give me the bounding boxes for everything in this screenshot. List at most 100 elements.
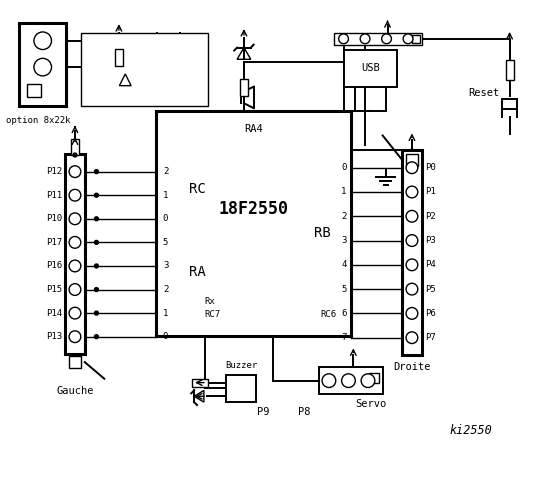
Text: P8: P8: [298, 407, 311, 417]
Circle shape: [95, 264, 98, 268]
Text: P9: P9: [257, 407, 270, 417]
Text: 7: 7: [341, 333, 347, 342]
Text: P10: P10: [46, 214, 62, 223]
Circle shape: [69, 331, 81, 343]
Circle shape: [338, 34, 348, 44]
Text: 4: 4: [341, 260, 347, 269]
Text: P17: P17: [46, 238, 62, 247]
Text: 0: 0: [163, 332, 168, 341]
Circle shape: [69, 213, 81, 225]
Text: P4: P4: [426, 260, 436, 269]
Circle shape: [69, 237, 81, 248]
Text: P2: P2: [426, 212, 436, 221]
Text: USB: USB: [361, 63, 380, 73]
Text: option 8x22k: option 8x22k: [6, 116, 70, 125]
Text: P5: P5: [426, 285, 436, 294]
Text: RA4: RA4: [244, 124, 263, 133]
Text: ki2550: ki2550: [449, 424, 492, 437]
Text: 3: 3: [341, 236, 347, 245]
Circle shape: [406, 235, 418, 246]
Text: RC7: RC7: [205, 310, 221, 319]
Text: 1: 1: [163, 309, 168, 318]
Circle shape: [361, 374, 375, 387]
Bar: [69, 356, 81, 368]
Text: P1: P1: [426, 188, 436, 196]
Circle shape: [95, 335, 98, 339]
Text: RA: RA: [189, 265, 205, 279]
Circle shape: [322, 374, 336, 387]
Bar: [240, 79, 248, 96]
Circle shape: [403, 34, 413, 44]
Text: P11: P11: [46, 191, 62, 200]
Bar: [319, 367, 383, 395]
Circle shape: [95, 240, 98, 244]
Circle shape: [95, 217, 98, 221]
Text: 0: 0: [341, 163, 347, 172]
Text: Gauche: Gauche: [56, 386, 93, 396]
Text: 2: 2: [163, 167, 168, 176]
Text: RB: RB: [314, 226, 331, 240]
Text: P7: P7: [426, 333, 436, 342]
Text: Buzzer: Buzzer: [225, 361, 257, 370]
Bar: [19, 23, 66, 106]
Text: Reset: Reset: [468, 88, 500, 98]
Text: 5: 5: [341, 285, 347, 294]
Text: P0: P0: [426, 163, 436, 172]
Circle shape: [95, 311, 98, 315]
Circle shape: [73, 153, 77, 157]
Text: 6: 6: [341, 309, 347, 318]
Bar: [402, 150, 422, 355]
Bar: [115, 48, 123, 66]
Circle shape: [406, 283, 418, 295]
Circle shape: [406, 210, 418, 222]
Bar: [81, 33, 208, 106]
Text: 2: 2: [163, 285, 168, 294]
Circle shape: [69, 166, 81, 178]
Text: 2: 2: [341, 212, 347, 221]
Text: 3: 3: [163, 262, 168, 270]
Circle shape: [34, 59, 51, 76]
Bar: [412, 35, 420, 43]
Bar: [334, 33, 422, 45]
Text: P13: P13: [46, 332, 62, 341]
Circle shape: [69, 307, 81, 319]
Bar: [369, 373, 379, 383]
Circle shape: [360, 34, 370, 44]
Circle shape: [34, 32, 51, 49]
Circle shape: [95, 169, 98, 174]
Circle shape: [406, 186, 418, 198]
Text: P16: P16: [46, 262, 62, 270]
Text: P12: P12: [46, 167, 62, 176]
Text: 1: 1: [341, 188, 347, 196]
Bar: [156, 111, 351, 336]
Text: Rx: Rx: [205, 297, 216, 306]
Circle shape: [382, 34, 392, 44]
Circle shape: [406, 162, 418, 174]
Text: 18F2550: 18F2550: [218, 200, 289, 218]
Circle shape: [406, 332, 418, 344]
Circle shape: [69, 260, 81, 272]
Bar: [343, 49, 397, 87]
Text: 5: 5: [163, 238, 168, 247]
Text: RC6: RC6: [321, 310, 337, 319]
Circle shape: [406, 259, 418, 271]
Text: P3: P3: [426, 236, 436, 245]
Bar: [65, 154, 85, 354]
Text: P6: P6: [426, 309, 436, 318]
Circle shape: [69, 284, 81, 295]
Text: P15: P15: [46, 285, 62, 294]
Text: P14: P14: [46, 309, 62, 318]
Text: 1: 1: [163, 191, 168, 200]
Bar: [71, 139, 79, 155]
Text: RC: RC: [189, 182, 205, 196]
Text: 0: 0: [163, 214, 168, 223]
Text: Servo: Servo: [355, 399, 386, 409]
Bar: [505, 60, 514, 80]
Circle shape: [69, 189, 81, 201]
Circle shape: [95, 288, 98, 291]
Bar: [27, 84, 41, 97]
Circle shape: [342, 374, 355, 387]
Circle shape: [95, 193, 98, 197]
Circle shape: [406, 308, 418, 319]
Text: Droite: Droite: [393, 362, 431, 372]
